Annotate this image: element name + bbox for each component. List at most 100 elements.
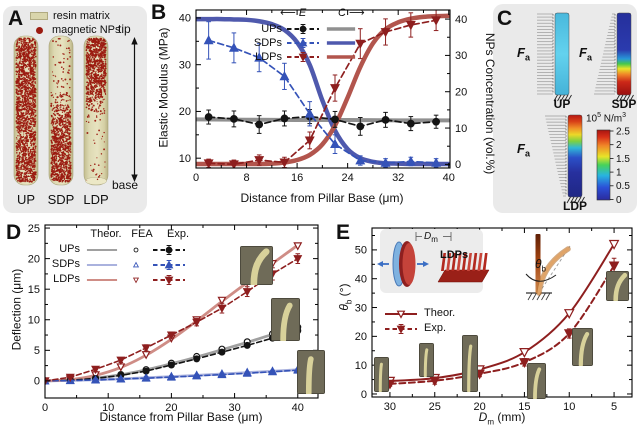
colorbar-tick: 2.5 — [616, 126, 630, 137]
panel-d-label: D — [6, 221, 22, 244]
panel-e-insets — [377, 229, 571, 301]
pillar-photo — [606, 271, 629, 301]
sim-pillar-ldp — [567, 114, 583, 198]
svg-text:32: 32 — [392, 172, 404, 184]
np-dots — [85, 37, 107, 182]
svg-text:20: 20 — [165, 402, 177, 414]
legend-sample-ups-e — [287, 24, 319, 34]
chart-e-legend: Theor. Exp. — [384, 306, 455, 336]
colorbar-tick: 1 — [616, 168, 622, 179]
svg-text:10: 10 — [455, 123, 467, 135]
panel-c-label: C — [497, 7, 513, 30]
svg-text:5: 5 — [34, 345, 40, 357]
d-legend-row-sdps: SDPs — [46, 257, 198, 272]
resin-swatch — [30, 12, 48, 20]
legend-sample-ldps-c — [326, 55, 356, 59]
inset-ldps-label: LDPs — [440, 249, 469, 261]
svg-text:20: 20 — [179, 106, 191, 118]
legend-sample-ldps-exp — [153, 274, 185, 285]
svg-text:30: 30 — [228, 402, 240, 414]
e-legend-row-exp: Exp. — [384, 321, 455, 336]
base-label: base — [112, 178, 139, 192]
svg-text:30: 30 — [355, 302, 367, 314]
legend-sample-ups-fea — [133, 247, 139, 252]
b-legend-header-e: ⟵ E — [280, 7, 307, 19]
svg-text:40: 40 — [355, 274, 367, 286]
panel-a-canvas — [13, 35, 138, 186]
legend-sample-ups-theor — [86, 248, 118, 251]
force-comb — [537, 13, 554, 95]
colorbar-tick: 1.5 — [616, 154, 630, 165]
panel-b-label: B — [151, 1, 167, 24]
sim-pillar-up — [554, 12, 570, 96]
inset-theta-label: θb — [535, 257, 546, 274]
series-ups-e — [204, 109, 440, 136]
e-xlabel: Dm (mm) — [478, 410, 526, 427]
theta-arc — [525, 273, 557, 282]
bent-pillar — [537, 247, 570, 295]
tip-label: tip — [118, 22, 131, 36]
pillar-photo — [374, 357, 389, 392]
pillar-photo — [297, 350, 325, 394]
pillar-label-sdp: SDP — [47, 192, 75, 207]
np-swatch — [36, 26, 43, 34]
base-hatch — [553, 94, 572, 102]
b-ylabel-right: NPs Concentration (vol.%) — [483, 32, 498, 175]
b-xlabel: Distance from Pillar Base (μm) — [240, 191, 404, 205]
pillar-up — [13, 35, 39, 186]
c-label-sdp: SDP — [611, 97, 637, 111]
svg-text:30: 30 — [384, 401, 396, 413]
force-comb — [545, 115, 567, 197]
svg-text:0: 0 — [34, 376, 40, 388]
base-hatch — [615, 94, 634, 102]
svg-text:0: 0 — [455, 159, 461, 171]
arrow-left-icon — [377, 261, 383, 267]
svg-text:10: 10 — [179, 153, 191, 165]
svg-text:30: 30 — [455, 50, 467, 62]
d-xlabel: Distance from Pillar Base (μm) — [99, 410, 263, 424]
svg-text:20: 20 — [28, 253, 40, 265]
b-legend-row-ldps: LDPs — [246, 50, 376, 64]
pillar-photo — [240, 246, 273, 285]
series-ldps-e — [203, 10, 442, 168]
svg-text:20: 20 — [455, 87, 467, 99]
legend-sample-sdps-theor — [86, 263, 118, 266]
colorbar-tick: 0 — [616, 195, 622, 206]
ldps-array — [437, 253, 490, 283]
svg-text:50: 50 — [355, 245, 367, 257]
svg-text:10: 10 — [102, 402, 114, 414]
d-legend-header: Theor. FEA Exp. — [90, 228, 189, 240]
svg-text:30: 30 — [179, 59, 191, 71]
series-sdps-e — [203, 21, 442, 168]
pillar-ldp — [83, 35, 109, 186]
legend-sample-ldps-e — [287, 52, 319, 62]
arrow-right-icon — [423, 261, 429, 267]
np-label: magnetic NPs — [52, 23, 121, 36]
svg-text:0: 0 — [193, 172, 199, 184]
pillar-photo — [462, 335, 478, 392]
series-group — [196, 10, 450, 168]
panel-a-label: A — [8, 7, 24, 30]
svg-text:0: 0 — [361, 389, 367, 401]
b-ylabel-left: Elastic Modulus (MPa) — [156, 27, 171, 148]
svg-text:40: 40 — [455, 14, 467, 26]
legend-sample-exp — [385, 323, 417, 334]
resin-label: resin matrix — [53, 9, 110, 22]
np-dots — [50, 37, 72, 183]
np-dots — [15, 37, 37, 183]
svg-text:20: 20 — [473, 401, 485, 413]
pillar-photo — [572, 328, 593, 366]
inset-dm-label: Dm — [424, 231, 438, 244]
svg-text:24: 24 — [342, 172, 354, 184]
legend-sample-ldps-fea — [132, 277, 140, 283]
e-ylabel: θb (°) — [336, 283, 354, 311]
d-legend-row-ldps: LDPs — [46, 272, 198, 287]
panel-e-label: E — [336, 221, 351, 244]
svg-text:40: 40 — [179, 13, 191, 25]
legend-sample-ups-exp — [153, 244, 185, 255]
legend-sample-theor — [385, 310, 417, 319]
svg-text:40: 40 — [443, 172, 455, 184]
colorbar-title: 105 N/m3 — [586, 112, 627, 125]
legend-sample-sdps-e — [287, 38, 319, 48]
